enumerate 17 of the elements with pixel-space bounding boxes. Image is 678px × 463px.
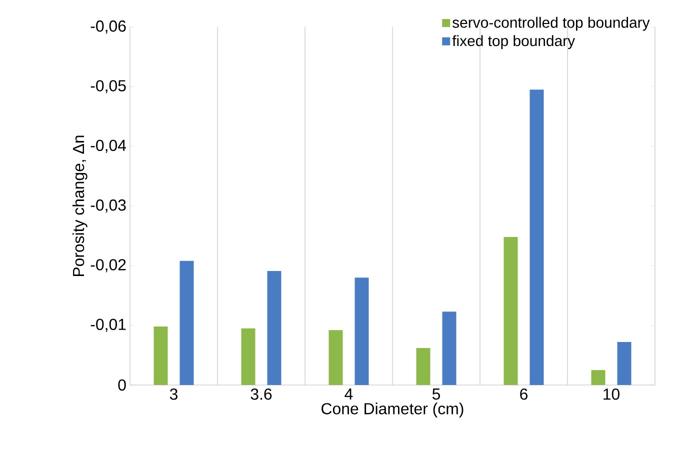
x-tick-label: 4 (344, 388, 353, 400)
y-tick-label: 0 (118, 379, 126, 391)
y-axis-title: Porosity change, Δn (72, 136, 88, 276)
legend-label: servo-controlled top boundary (452, 16, 650, 31)
x-tick-label: 5 (432, 388, 440, 400)
x-tick-label: 6 (520, 388, 528, 400)
legend-label: fixed top boundary (452, 35, 576, 50)
x-axis-title: Cone Diameter (cm) (322, 402, 464, 418)
y-tick-label: -0,03 (90, 199, 126, 213)
x-tick-label: 3.6 (250, 388, 272, 400)
x-tick-label: 10 (604, 388, 620, 400)
y-tick-label: -0,06 (90, 20, 126, 34)
y-tick-label: -0,02 (90, 259, 126, 272)
y-tick-label: -0,04 (90, 140, 126, 153)
y-tick-label: -0,01 (90, 318, 126, 332)
x-tick-label: 3 (170, 388, 178, 400)
y-tick-label: -0,05 (90, 80, 126, 94)
